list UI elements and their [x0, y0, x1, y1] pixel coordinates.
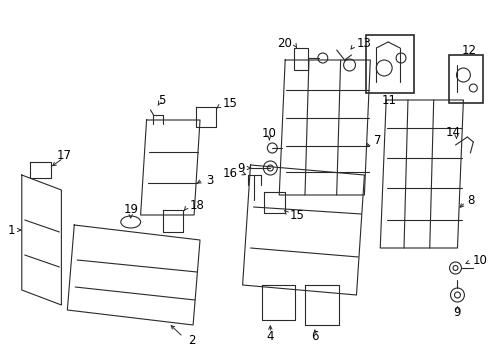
Text: 5: 5 [158, 94, 165, 107]
Text: 18: 18 [190, 198, 205, 212]
Bar [448, 55, 483, 103]
Text: 6: 6 [311, 329, 318, 342]
Text: 14: 14 [446, 126, 461, 139]
Text: 10: 10 [262, 126, 277, 140]
Text: 7: 7 [374, 134, 382, 147]
Text: 11: 11 [382, 94, 396, 107]
Text: 19: 19 [123, 202, 138, 216]
Text: 9: 9 [454, 306, 461, 320]
Text: 10: 10 [472, 253, 487, 266]
Text: 13: 13 [356, 36, 371, 50]
Text: 17: 17 [56, 149, 72, 162]
Text: 9: 9 [237, 162, 245, 175]
Text: 16: 16 [222, 166, 238, 180]
Text: 20: 20 [277, 36, 292, 50]
Text: 4: 4 [267, 329, 274, 342]
Bar [367, 35, 414, 93]
Text: 12: 12 [462, 44, 477, 57]
Text: 15: 15 [223, 96, 238, 109]
Text: 1: 1 [8, 224, 15, 237]
Text: 3: 3 [206, 174, 213, 186]
Text: 15: 15 [290, 208, 305, 221]
Text: 8: 8 [467, 194, 475, 207]
Text: 2: 2 [188, 333, 196, 346]
Bar [294, 48, 308, 70]
